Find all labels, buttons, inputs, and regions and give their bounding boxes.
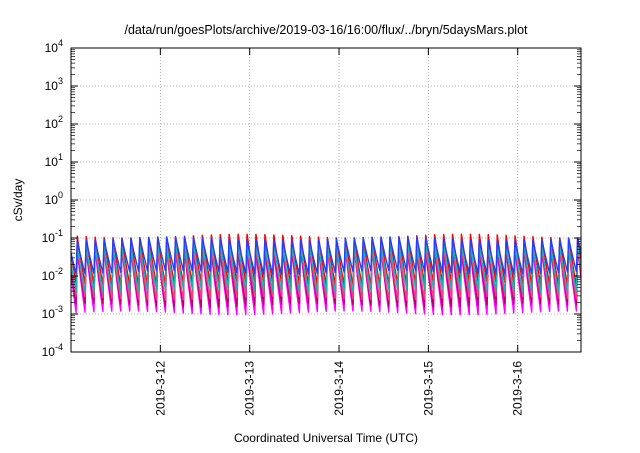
- y-tick-labels: 10-4 10-3 10-2 10-1 100 101 102 103 104: [42, 38, 63, 359]
- chart-title: /data/run/goesPlots/archive/2019-03-16/1…: [124, 23, 528, 37]
- y-tick-label: 101: [45, 152, 63, 169]
- y-tick-label: 103: [45, 76, 63, 93]
- y-tick-label: 100: [45, 190, 63, 207]
- series-line: [71, 248, 581, 316]
- y-tick-label: 10-2: [42, 266, 63, 283]
- y-tick-label: 10-3: [42, 304, 63, 321]
- x-axis-label: Coordinated Universal Time (UTC): [234, 431, 418, 445]
- tick-marks: [71, 47, 581, 353]
- series-layer: [71, 233, 581, 316]
- y-tick-label: 10-4: [42, 342, 63, 359]
- y-axis-label: cSv/day: [11, 179, 25, 222]
- x-tick-label: 2019-3-16: [511, 361, 525, 416]
- y-tick-label: 104: [45, 38, 63, 55]
- x-tick-label: 2019-3-15: [421, 361, 435, 416]
- series-line: [71, 246, 581, 308]
- y-tick-label: 10-1: [42, 228, 63, 245]
- x-tick-label: 2019-3-12: [153, 361, 167, 416]
- y-tick-label: 102: [45, 114, 63, 131]
- series-line: [71, 242, 581, 293]
- series-line: [71, 236, 581, 275]
- x-tick-labels: 2019-3-12 2019-3-13 2019-3-14 2019-3-15 2019…: [153, 361, 524, 416]
- x-tick-label: 2019-3-14: [332, 361, 346, 416]
- x-tick-label: 2019-3-13: [243, 361, 257, 416]
